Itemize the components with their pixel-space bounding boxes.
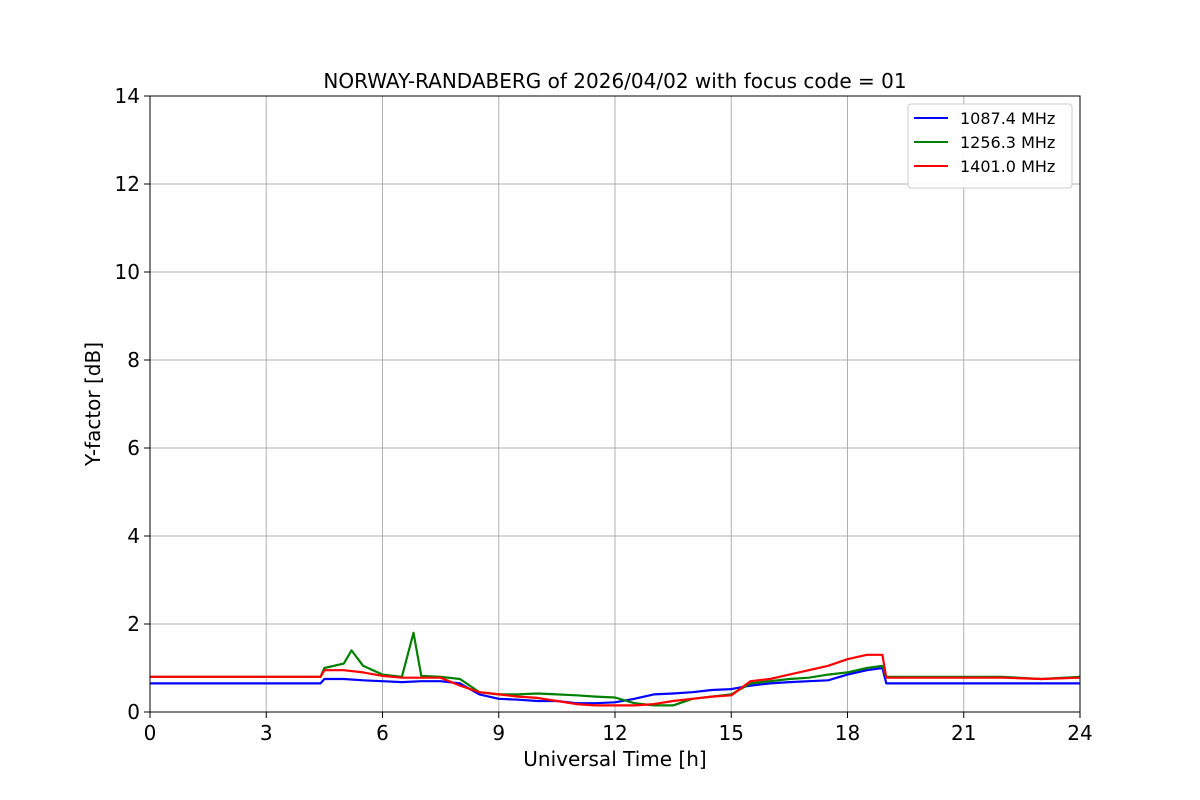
y-tick-label: 14	[115, 84, 140, 108]
series-line-2	[150, 631, 1081, 707]
x-tick-label: 6	[376, 721, 389, 745]
y-tick-label: 2	[127, 612, 140, 636]
y-axis-label: Y-factor [dB]	[81, 342, 105, 467]
legend-label: 1087.4 MHz	[960, 109, 1055, 128]
x-tick-label: 24	[1067, 721, 1092, 745]
series-layer	[150, 631, 1081, 707]
x-axis-label: Universal Time [h]	[523, 747, 706, 771]
x-tick-label: 21	[951, 721, 976, 745]
x-tick-label: 12	[602, 721, 627, 745]
y-tick-label: 6	[127, 436, 140, 460]
y-tick-label: 12	[115, 172, 140, 196]
y-tick-label: 10	[115, 260, 140, 284]
x-tick-label: 9	[492, 721, 505, 745]
y-tick-label: 4	[127, 524, 140, 548]
x-tick-label: 3	[260, 721, 273, 745]
series-line-1	[150, 666, 1080, 705]
x-tick-label: 15	[719, 721, 744, 745]
legend-box	[907, 103, 1073, 189]
x-tick-label: 18	[835, 721, 860, 745]
legend-label: 1256.3 MHz	[960, 133, 1055, 152]
y-tick-label: 0	[127, 700, 140, 724]
x-tick-label: 0	[144, 721, 157, 745]
series-line-3	[150, 653, 1081, 707]
chart-title: NORWAY-RANDABERG of 2026/04/02 with focu…	[323, 69, 906, 93]
legend: 1087.4 MHz 1256.3 MHz 1401.0 MHz	[907, 103, 1073, 189]
y-tick-label: 8	[127, 348, 140, 372]
legend-label: 1401.0 MHz	[960, 157, 1055, 176]
